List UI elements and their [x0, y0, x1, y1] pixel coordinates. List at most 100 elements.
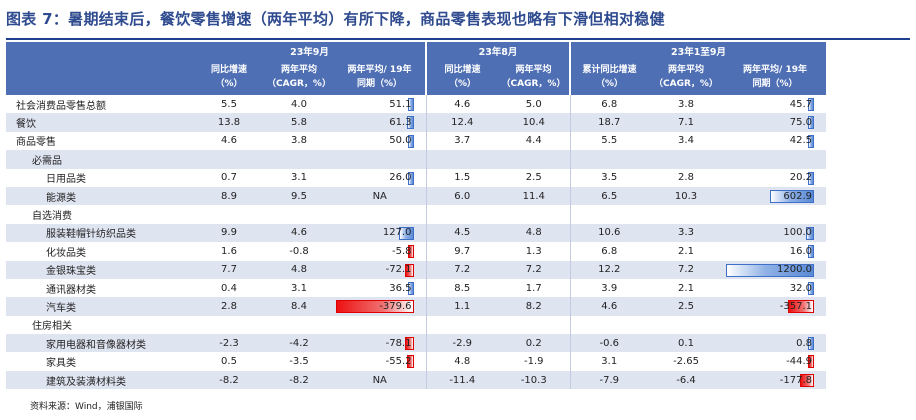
cell-value: -8.2 — [194, 370, 264, 390]
cell-value: 4.8 — [498, 223, 570, 243]
cell-value: 3.1 — [569, 352, 648, 371]
cell-value: 9.7 — [425, 242, 498, 261]
cell-value: 2.1 — [678, 282, 694, 294]
positive-bar — [806, 226, 814, 240]
cell-value — [569, 205, 648, 224]
cell-value: 75.0 — [789, 117, 813, 129]
cell-value: 10.3 — [648, 186, 724, 206]
row-label: 家具类 — [46, 358, 76, 370]
cell-value — [648, 150, 724, 169]
table-row: 住房相关 — [6, 315, 826, 335]
cell-value: -11.4 — [425, 370, 498, 390]
row-label: 社会消费品零售总额 — [16, 100, 106, 112]
row-label: 建筑及装潢材料类 — [6, 370, 194, 390]
column-header: 两年平均 （CAGR，%） — [498, 59, 570, 95]
cell-value: 6.8 — [569, 242, 648, 261]
group-header-aug: 23年8月 — [425, 42, 570, 59]
cell-value: 4.8 — [425, 352, 498, 371]
table-row: 通讯器材类 0.4 3.1 36.5 8.5 1.7 3.9 2.1 32.0 — [6, 278, 826, 298]
cell-value: -44.9 — [786, 356, 813, 368]
row-label: 自选消费 — [32, 211, 72, 223]
cell-value: 1200.0 — [777, 264, 813, 276]
cell-value — [425, 205, 498, 224]
cell-value — [334, 316, 426, 334]
group-header-sep: 23年9月 — [194, 42, 426, 59]
row-label: 服装鞋帽针纺织品类 — [6, 223, 194, 243]
positive-bar — [769, 189, 814, 203]
cell-value: 5.5 — [221, 98, 237, 110]
positive-bar — [808, 171, 814, 185]
bar-cell: -72.1 — [334, 260, 426, 279]
cell-value: 3.8 — [291, 135, 307, 147]
cell-value: 13.8 — [194, 113, 264, 132]
cell-value: 0.7 — [221, 172, 237, 184]
positive-bar — [406, 116, 414, 130]
column-header: 两年平均 （CAGR，%） — [648, 59, 724, 95]
row-label: 日用品类 — [46, 174, 86, 186]
bar-cell: 45.7 — [724, 95, 826, 113]
cell-value: 602.9 — [783, 190, 813, 202]
cell-value: 4.5 — [425, 223, 498, 243]
cell-value: 6.0 — [425, 186, 498, 206]
positive-bar — [808, 134, 814, 148]
cell-value — [194, 205, 264, 223]
cell-value — [724, 150, 827, 169]
cell-value: 4.4 — [525, 135, 542, 147]
bar-cell: 16.0 — [724, 242, 826, 260]
cell-value — [264, 205, 334, 223]
cell-value: -1.9 — [523, 356, 544, 368]
header-group-row: 23年9月 23年8月 23年1至9月 — [6, 42, 827, 59]
cell-value: 32.0 — [789, 282, 813, 294]
cell-value: 0.4 — [221, 282, 237, 294]
cell-value — [648, 316, 724, 334]
positive-bar — [808, 116, 814, 130]
cell-value: 7.2 — [425, 260, 498, 279]
cell-value — [648, 205, 724, 223]
cell-value: 50.0 — [389, 135, 412, 147]
cell-value: -5.8 — [391, 245, 412, 257]
table-body: 社会消费品零售总额 5.5 4.0 51.1 4.6 5.0 6.8 3.8 45.7 餐饮 13.… — [6, 95, 827, 390]
cell-value: 5.0 — [525, 98, 542, 110]
cell-value: 2.5 — [648, 297, 724, 316]
bar-cell: 36.5 — [334, 279, 426, 297]
cell-value: 3.1 — [291, 282, 307, 294]
cell-value: 100.0 — [783, 227, 813, 239]
cell-value: 1.5 — [425, 168, 498, 187]
cell-value: 2.8 — [194, 297, 264, 316]
cell-value: 7.2 — [648, 260, 724, 279]
cell-value: -7.9 — [569, 370, 648, 390]
negative-bar — [405, 263, 414, 277]
cell-value: -4.2 — [264, 334, 334, 353]
positive-bar — [407, 98, 414, 111]
cell-value — [334, 205, 426, 223]
positive-bar — [808, 337, 814, 351]
cell-value: 0.2 — [498, 334, 570, 353]
bar-cell: -177.8 — [724, 370, 827, 390]
cell-value: -55.2 — [385, 356, 412, 368]
table-row: 汽车类 2.8 8.4 -379.6 1.1 8.2 4.6 2.5 -357.1 — [6, 297, 827, 316]
cell-value: 7.7 — [194, 260, 264, 279]
bar-cell: -44.9 — [724, 352, 826, 370]
cell-value: 8.2 — [498, 297, 570, 316]
header-blank-2 — [6, 59, 194, 95]
retail-sales-table: 23年9月 23年8月 23年1至9月 同比增速 （%） 两年平均 （CAGR，%） 两… — [6, 42, 827, 390]
cell-value: 26.0 — [389, 172, 412, 184]
row-label: 商品零售 — [16, 137, 56, 149]
cell-value: -78.1 — [385, 337, 412, 349]
cell-value: 16.0 — [789, 245, 813, 257]
column-header: 同比增速 （%） — [194, 59, 264, 95]
cell-value: 2.1 — [678, 245, 694, 257]
cell-value: 5.5 — [569, 131, 648, 151]
cell-value: 3.5 — [569, 168, 648, 187]
row-label: 餐饮 — [6, 113, 194, 132]
cell-value — [724, 205, 826, 223]
bar-cell: -5.8 — [334, 242, 426, 260]
cell-value: 12.4 — [425, 113, 498, 132]
cell-value: 20.2 — [789, 172, 813, 184]
source-note: 资料来源：Wind，浦银国际 — [30, 402, 143, 412]
cell-value: 4.6 — [425, 95, 498, 114]
cell-value — [569, 150, 648, 169]
bar-cell: 75.0 — [724, 113, 827, 132]
header-blank — [6, 42, 194, 59]
